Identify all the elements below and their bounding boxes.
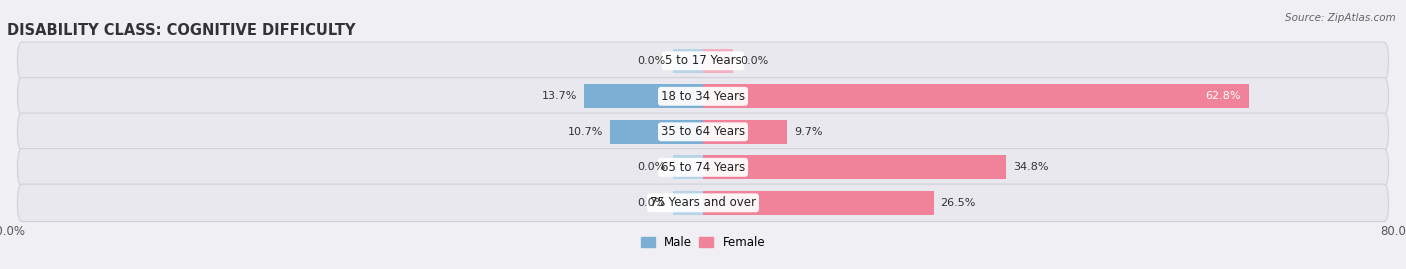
Text: DISABILITY CLASS: COGNITIVE DIFFICULTY: DISABILITY CLASS: COGNITIVE DIFFICULTY <box>7 23 356 38</box>
Bar <box>703 84 1250 108</box>
Bar <box>672 155 703 179</box>
Text: 0.0%: 0.0% <box>741 56 769 66</box>
FancyBboxPatch shape <box>17 113 1389 151</box>
Bar <box>703 49 734 73</box>
Text: 26.5%: 26.5% <box>941 198 976 208</box>
Text: 65 to 74 Years: 65 to 74 Years <box>661 161 745 174</box>
Text: Source: ZipAtlas.com: Source: ZipAtlas.com <box>1285 13 1396 23</box>
Text: 62.8%: 62.8% <box>1205 91 1240 101</box>
Text: 0.0%: 0.0% <box>637 198 665 208</box>
Legend: Male, Female: Male, Female <box>636 231 770 254</box>
Text: 5 to 17 Years: 5 to 17 Years <box>665 54 741 67</box>
Bar <box>672 49 703 73</box>
FancyBboxPatch shape <box>17 77 1389 115</box>
Bar <box>703 191 934 215</box>
FancyBboxPatch shape <box>17 42 1389 80</box>
Text: 18 to 34 Years: 18 to 34 Years <box>661 90 745 103</box>
Text: 9.7%: 9.7% <box>794 127 823 137</box>
Text: 75 Years and over: 75 Years and over <box>650 196 756 209</box>
Text: 10.7%: 10.7% <box>568 127 603 137</box>
Bar <box>672 191 703 215</box>
FancyBboxPatch shape <box>17 148 1389 186</box>
Bar <box>583 84 703 108</box>
Text: 13.7%: 13.7% <box>541 91 576 101</box>
Text: 0.0%: 0.0% <box>637 162 665 172</box>
Text: 34.8%: 34.8% <box>1012 162 1049 172</box>
Bar <box>610 120 703 144</box>
Bar <box>703 155 1005 179</box>
Text: 35 to 64 Years: 35 to 64 Years <box>661 125 745 138</box>
FancyBboxPatch shape <box>17 184 1389 222</box>
Text: 0.0%: 0.0% <box>637 56 665 66</box>
Bar <box>703 120 787 144</box>
